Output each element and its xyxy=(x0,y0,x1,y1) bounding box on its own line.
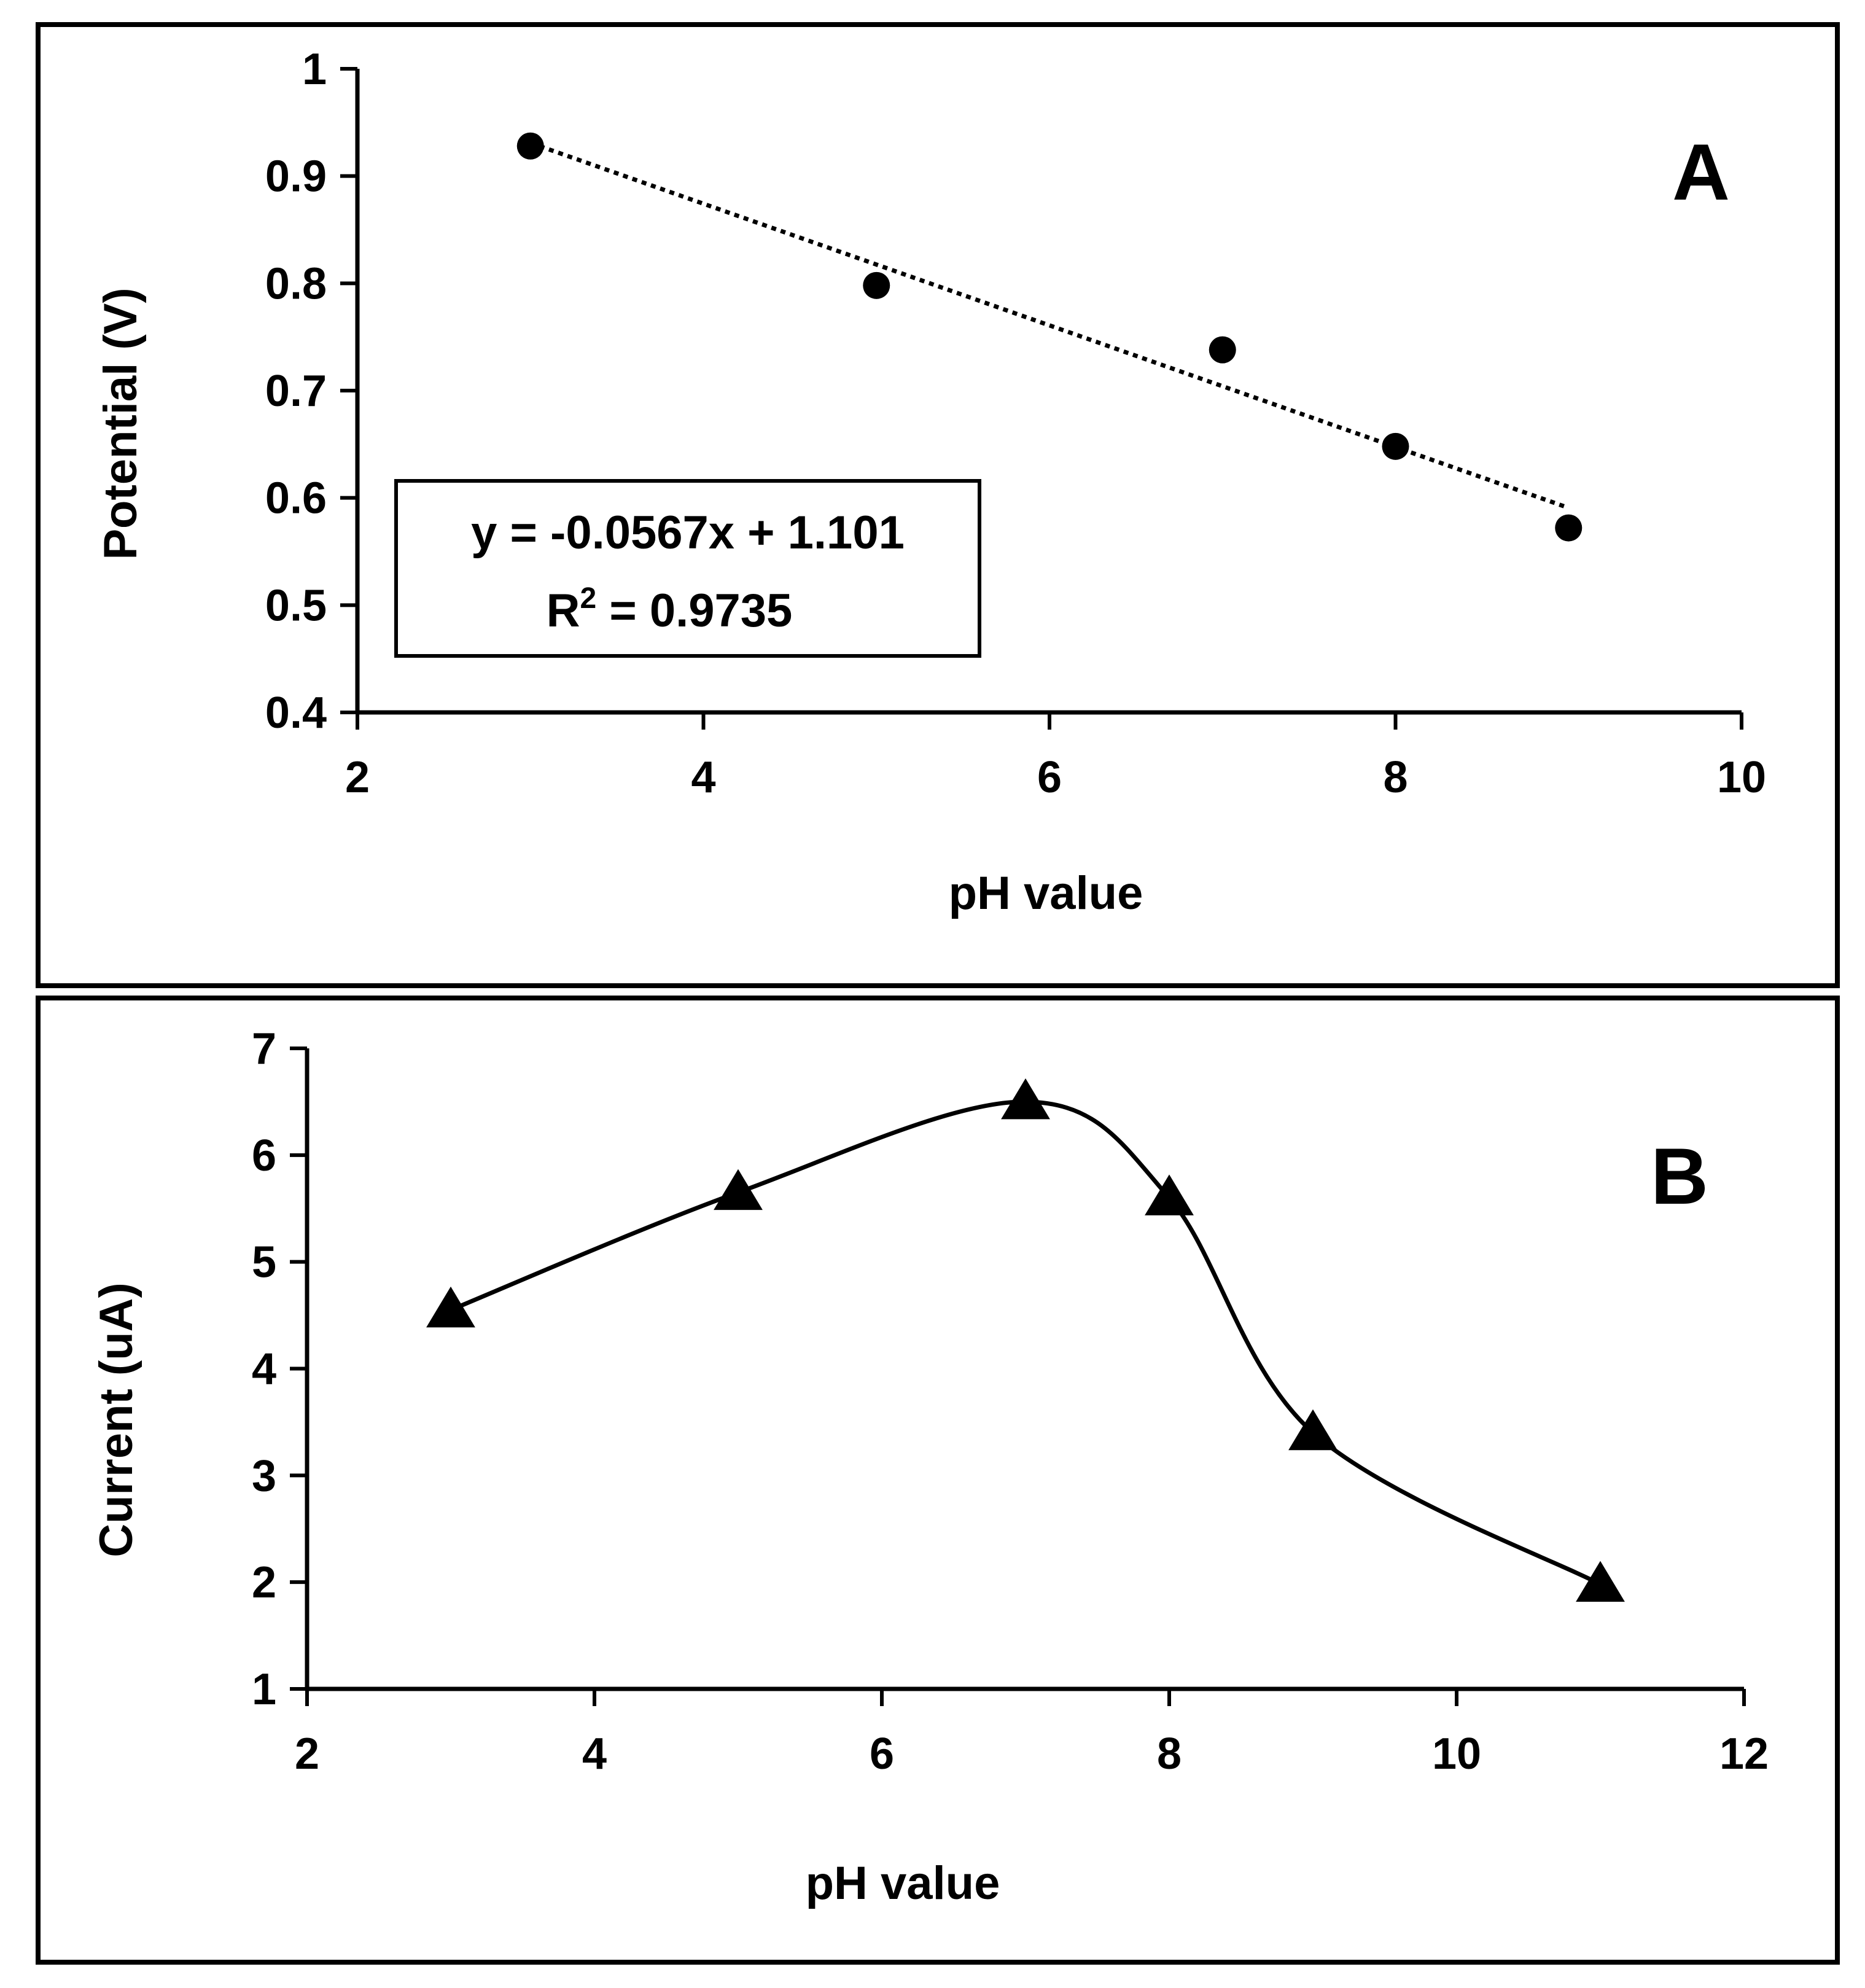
data-point xyxy=(1382,432,1409,460)
equation-box-border xyxy=(394,479,981,658)
y-tick-label: 0.7 xyxy=(265,367,327,416)
panel-b-x-axis-title: pH value xyxy=(806,1857,1000,1909)
x-tick-label: 6 xyxy=(870,1729,894,1779)
x-tick-label: 4 xyxy=(691,753,715,802)
y-tick-label: 0.6 xyxy=(265,474,327,523)
y-tick-label: 3 xyxy=(252,1451,276,1500)
x-tick-label: 4 xyxy=(582,1729,607,1779)
x-tick-label: 8 xyxy=(1383,753,1408,802)
panel-b-points xyxy=(426,1078,1625,1602)
panel-b-y-axis-title: Current (uA) xyxy=(90,1282,142,1557)
panel-b-line xyxy=(450,1099,1602,1586)
x-tick-label: 2 xyxy=(295,1729,319,1779)
panel-a-y-axis-title: Potential (V) xyxy=(95,287,147,559)
y-tick-label: 0.5 xyxy=(265,581,327,630)
y-tick-label: 0.8 xyxy=(265,259,327,308)
y-tick-label: 0.4 xyxy=(265,688,327,738)
trendline-equation: y = -0.0567x + 1.101 xyxy=(471,507,905,559)
panel-a-x-axis-title: pH value xyxy=(949,867,1143,919)
y-tick-label: 4 xyxy=(252,1345,276,1394)
y-tick-label: 2 xyxy=(252,1558,276,1607)
panel-a-points xyxy=(516,132,1583,542)
trendline xyxy=(529,141,1570,510)
panel-a-frame xyxy=(36,22,1840,988)
x-tick-label: 10 xyxy=(1432,1729,1481,1779)
data-point xyxy=(714,1169,763,1210)
y-tick-label: 0.9 xyxy=(265,152,327,201)
panel-a-letter: A xyxy=(1672,127,1730,217)
panel-b-letter: B xyxy=(1651,1131,1708,1221)
r-squared-label: R2 = 0.9735 xyxy=(547,582,793,637)
panel-b-axes xyxy=(305,1048,1744,1691)
y-tick-label: 1 xyxy=(252,1665,276,1714)
panel-b-frame xyxy=(36,996,1840,1965)
series-line xyxy=(450,1099,1602,1586)
y-tick-label: 5 xyxy=(252,1238,276,1287)
x-tick-label: 10 xyxy=(1717,753,1766,802)
data-point xyxy=(1145,1174,1194,1215)
panel-a-ticks: 0.4 0.5 0.6 0.7 0.8 0.9 1 2 4 6 8 10 xyxy=(265,45,1766,802)
data-point xyxy=(1576,1561,1625,1602)
equation-box: y = -0.0567x + 1.101 R2 = 0.9735 xyxy=(394,479,981,658)
data-point xyxy=(1555,514,1583,542)
data-point xyxy=(426,1286,475,1328)
r-squared-value: = 0.9735 xyxy=(596,585,792,637)
y-tick-label: 1 xyxy=(302,45,327,94)
data-point xyxy=(516,132,544,160)
y-tick-label: 6 xyxy=(252,1131,276,1180)
data-point xyxy=(1209,336,1236,364)
r-squared-superscript: 2 xyxy=(580,582,597,615)
x-tick-label: 12 xyxy=(1719,1729,1769,1779)
data-point xyxy=(863,271,890,299)
r-squared-r: R xyxy=(547,585,580,637)
x-tick-label: 6 xyxy=(1037,753,1062,802)
y-tick-label: 7 xyxy=(252,1024,276,1074)
data-point xyxy=(1288,1409,1337,1451)
x-tick-label: 2 xyxy=(345,753,370,802)
panel-a: 0.4 0.5 0.6 0.7 0.8 0.9 1 2 4 6 8 10 pH value Poten… xyxy=(95,45,1766,919)
panel-a-trendline xyxy=(529,141,1570,510)
x-tick-label: 8 xyxy=(1157,1729,1182,1779)
data-point xyxy=(1001,1078,1050,1120)
